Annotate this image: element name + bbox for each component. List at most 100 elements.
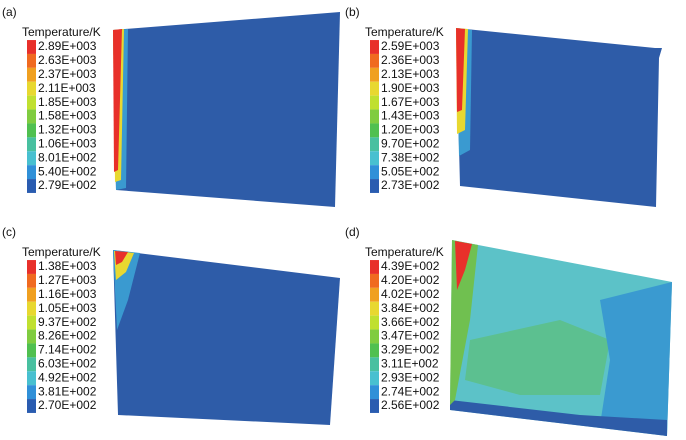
legend-label: 3.66E+002 <box>381 315 440 329</box>
legend-swatch <box>370 260 379 274</box>
heat-zone <box>113 29 122 172</box>
legend-label: 1.90E+003 <box>381 81 440 95</box>
legend-label: 2.59E+003 <box>381 39 440 53</box>
heat-zone <box>456 28 465 112</box>
legend-label: 2.74E+002 <box>381 384 440 398</box>
legend-swatch <box>370 53 379 68</box>
legend-label: 1.85E+003 <box>38 95 97 109</box>
legend-label: 1.58E+003 <box>38 109 97 123</box>
legend-label: 4.20E+002 <box>381 273 440 287</box>
legend-label: 2.79E+002 <box>38 178 97 192</box>
legend-label: 9.37E+002 <box>38 315 97 329</box>
legend-swatch <box>27 329 36 344</box>
model-surface <box>113 12 340 207</box>
legend-swatch <box>370 81 379 96</box>
legend-swatch <box>27 123 36 138</box>
legend-swatch <box>370 399 379 413</box>
legend-label: 2.73E+002 <box>381 178 440 192</box>
legend-swatch <box>27 357 36 372</box>
panel-label: (a) <box>2 5 17 19</box>
model-surface <box>113 250 340 425</box>
legend-label: 9.70E+002 <box>381 136 440 150</box>
legend-swatch <box>370 109 379 124</box>
legend-swatch <box>27 371 36 386</box>
legend-label: 2.13E+003 <box>381 67 440 81</box>
legend-label: 8.26E+002 <box>38 329 97 343</box>
legend-swatch <box>370 179 379 193</box>
legend-label: 4.02E+002 <box>381 287 440 301</box>
panel-label: (c) <box>2 225 16 239</box>
legend-swatch <box>27 151 36 166</box>
legend-swatch <box>370 273 379 288</box>
legend-swatch <box>27 287 36 302</box>
legend-label: 3.29E+002 <box>381 343 440 357</box>
legend-swatch <box>370 95 379 110</box>
heat-zone <box>465 320 610 395</box>
panel-label: (b) <box>345 5 360 19</box>
legend-swatch <box>370 137 379 152</box>
legend-swatch <box>27 301 36 316</box>
legend-swatch <box>370 287 379 302</box>
cool-zone <box>600 282 672 436</box>
legend-swatch <box>370 165 379 180</box>
legend-label: 1.43E+003 <box>381 109 440 123</box>
legend-label: 4.39E+002 <box>381 259 440 273</box>
legend-swatch <box>27 109 36 124</box>
legend-swatch <box>370 40 379 54</box>
legend-label: 2.56E+002 <box>381 398 440 412</box>
legend-swatch <box>370 151 379 166</box>
legend-swatch <box>27 273 36 288</box>
legend-label: 4.92E+002 <box>38 370 97 384</box>
legend-label: 1.38E+003 <box>38 259 97 273</box>
legend-label: 7.38E+002 <box>381 150 440 164</box>
legend-label: 3.47E+002 <box>381 329 440 343</box>
legend-swatch <box>370 385 379 400</box>
legend-swatch <box>370 301 379 316</box>
legend-swatch <box>27 95 36 110</box>
legend-label: 1.16E+003 <box>38 287 97 301</box>
legend-label: 2.37E+003 <box>38 67 97 81</box>
legend-label: 1.06E+003 <box>38 136 97 150</box>
legend-label: 2.36E+003 <box>381 53 440 67</box>
legend-label: 1.20E+003 <box>381 123 440 137</box>
legend-label: 1.27E+003 <box>38 273 97 287</box>
legend-swatch <box>27 40 36 54</box>
legend-swatch <box>370 343 379 358</box>
legend-label: 7.14E+002 <box>38 343 97 357</box>
model-surface <box>456 28 662 207</box>
legend-label: 3.11E+002 <box>381 356 439 370</box>
legend-label: 2.93E+002 <box>381 370 440 384</box>
legend-label: 3.84E+002 <box>381 301 440 315</box>
legend-title: Temperature/K <box>22 245 101 259</box>
legend-title: Temperature/K <box>365 245 444 259</box>
legend-label: 2.89E+003 <box>38 39 97 53</box>
panel-label: (d) <box>345 225 360 239</box>
legend-swatch <box>370 329 379 344</box>
legend-swatch <box>27 260 36 274</box>
legend-swatch <box>27 81 36 96</box>
legend-swatch <box>370 371 379 386</box>
legend-swatch <box>370 357 379 372</box>
legend-label: 6.03E+002 <box>38 356 97 370</box>
legend-label: 5.40E+002 <box>38 164 97 178</box>
heat-zone <box>455 241 472 290</box>
legend-label: 2.63E+003 <box>38 53 97 67</box>
legend-label: 1.67E+003 <box>381 95 440 109</box>
legend-swatch <box>370 315 379 330</box>
legend-swatch <box>27 165 36 180</box>
legend-swatch <box>27 53 36 68</box>
legend-swatch <box>27 137 36 152</box>
legend-label: 1.05E+003 <box>38 301 97 315</box>
legend-swatch <box>27 315 36 330</box>
legend-label: 5.05E+002 <box>381 164 440 178</box>
legend-swatch <box>370 123 379 138</box>
legend-swatch <box>370 67 379 82</box>
legend-swatch <box>27 179 36 193</box>
legend-swatch <box>27 385 36 400</box>
legend-title: Temperature/K <box>22 25 101 39</box>
legend-label: 8.01E+002 <box>38 150 97 164</box>
legend-label: 2.70E+002 <box>38 398 97 412</box>
cool-zone <box>450 400 667 436</box>
legend-title: Temperature/K <box>365 25 444 39</box>
